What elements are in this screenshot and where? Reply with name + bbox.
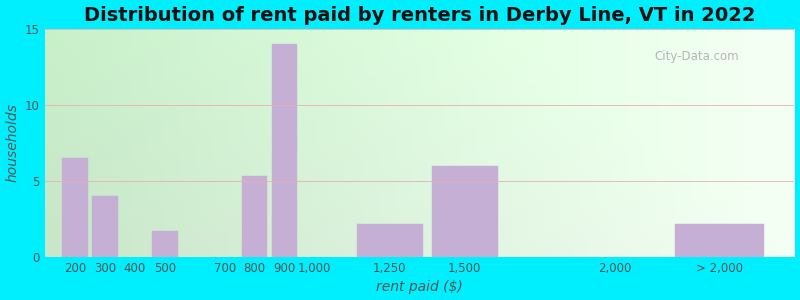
Bar [272, 44, 298, 257]
Text: City-Data.com: City-Data.com [654, 50, 739, 63]
Bar [357, 224, 422, 257]
Title: Distribution of rent paid by renters in Derby Line, VT in 2022: Distribution of rent paid by renters in … [84, 6, 755, 25]
Bar [432, 166, 498, 257]
Bar [62, 158, 87, 257]
Bar [242, 176, 267, 257]
Bar [92, 196, 118, 257]
Bar [152, 231, 178, 257]
Y-axis label: households: households [6, 103, 19, 182]
X-axis label: rent paid ($): rent paid ($) [376, 280, 463, 294]
Bar [674, 224, 765, 257]
